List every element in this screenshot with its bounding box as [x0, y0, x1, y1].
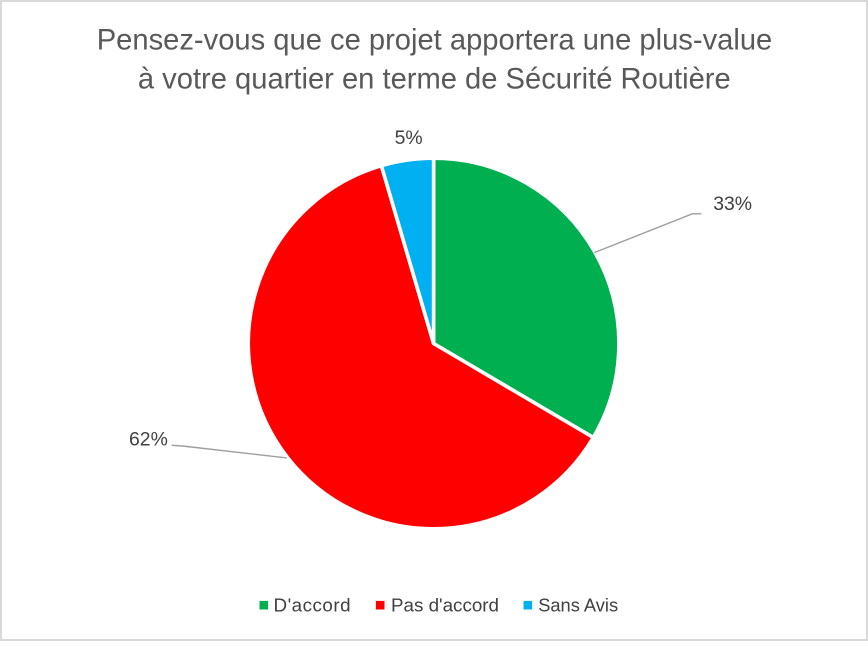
- svg-text:D'accord: D'accord: [274, 594, 352, 615]
- svg-text:Pensez-vous que ce projet appo: Pensez-vous que ce projet apportera une …: [97, 25, 773, 57]
- svg-text:Sans Avis: Sans Avis: [538, 594, 618, 615]
- svg-text:à votre quartier en terme de S: à votre quartier en terme de Sécurité Ro…: [138, 63, 731, 95]
- svg-text:5%: 5%: [395, 127, 423, 149]
- svg-text:33%: 33%: [713, 193, 752, 215]
- svg-text:Pas d'accord: Pas d'accord: [391, 594, 499, 615]
- svg-text:62%: 62%: [129, 429, 168, 451]
